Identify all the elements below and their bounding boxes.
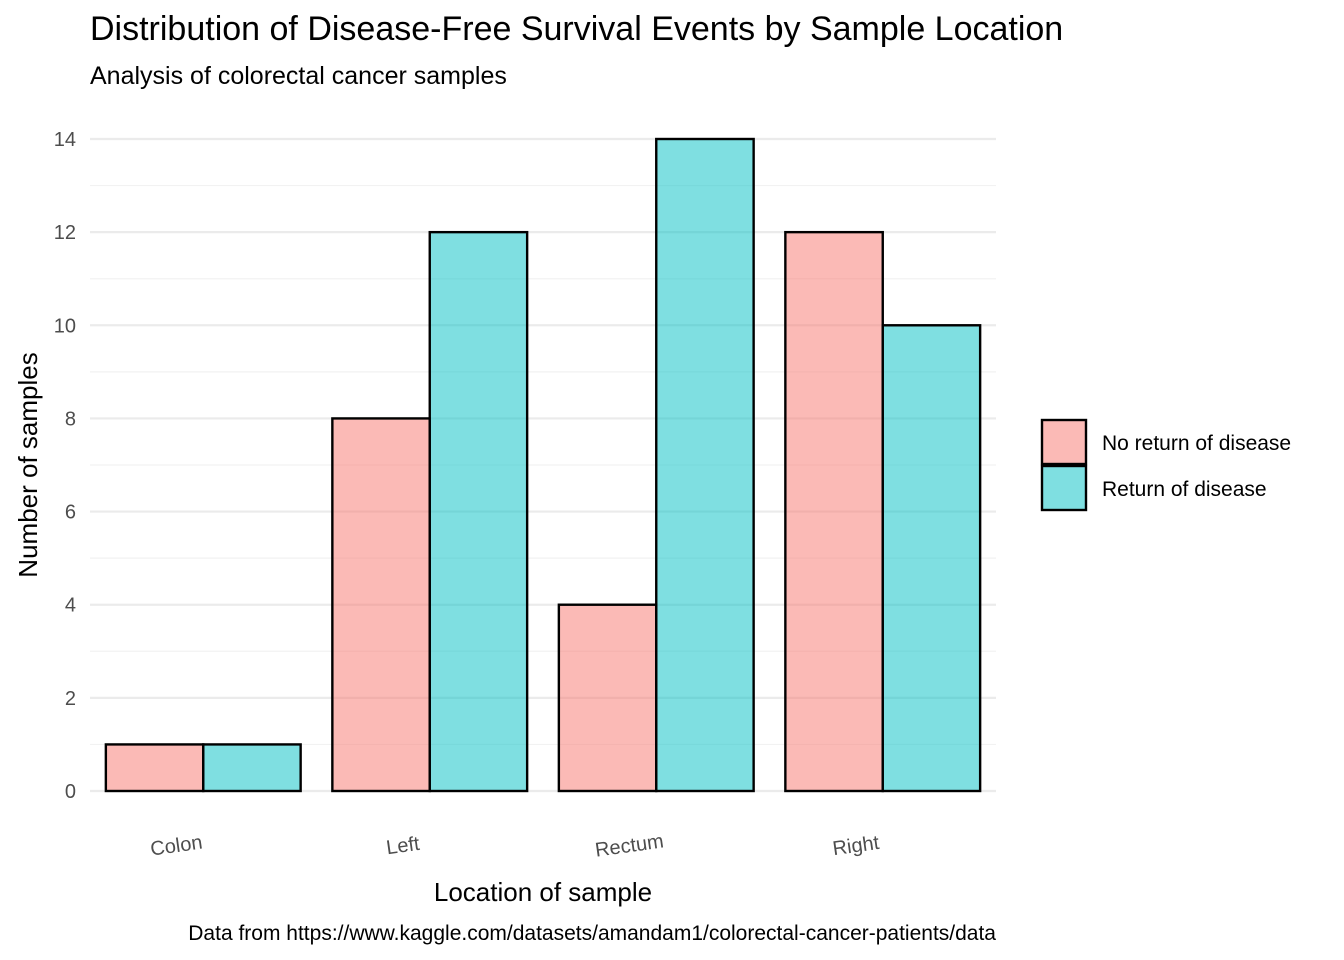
y-tick-label: 8 [65,408,76,430]
legend-key-return [1040,464,1088,512]
bar-right-return [881,324,982,793]
y-axis-title: Number of samples [13,352,43,577]
y-tick-labels: 0 2 4 6 8 10 12 14 [54,129,76,803]
bar-colon-no-return [104,743,205,793]
chart-caption: Data from https://www.kaggle.com/dataset… [188,922,996,945]
chart-subtitle: Analysis of colorectal cancer samples [90,62,507,90]
y-tick-label: 2 [65,688,76,710]
legend-label: Return of disease [1102,478,1267,501]
bars [104,137,982,793]
legend-key-no-return [1040,418,1088,466]
y-tick-label: 14 [54,129,76,151]
legend: No return of disease Return of disease [1040,418,1291,512]
x-tick-label: Left [385,833,422,859]
bar-colon-return [202,743,302,793]
chart-title: Distribution of Disease-Free Survival Ev… [90,10,1063,48]
y-tick-label: 0 [65,781,76,803]
y-tick-label: 6 [65,502,76,524]
bar-left-return [428,230,529,793]
x-axis-title: Location of sample [434,877,652,907]
bar-left-no-return [331,417,431,793]
bar-rectum-no-return [557,603,658,793]
x-tick-label: Right [831,832,881,860]
x-tick-labels: Colon Left Rectum Right [149,830,881,861]
legend-label: No return of disease [1102,432,1291,455]
y-tick-label: 12 [54,222,76,244]
bar-rectum-return [655,137,755,793]
y-tick-label: 4 [65,595,76,617]
bar-right-no-return [784,230,884,793]
x-tick-label: Colon [149,832,204,861]
y-tick-label: 10 [54,315,76,337]
x-tick-label: Rectum [594,830,665,861]
